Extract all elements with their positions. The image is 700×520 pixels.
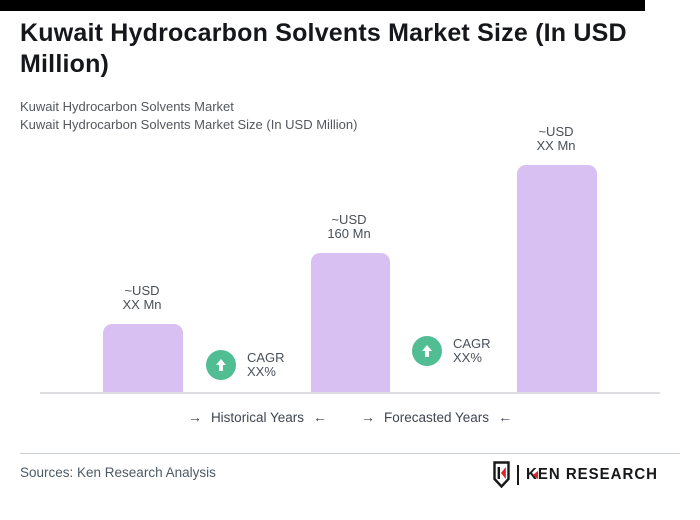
logo-separator	[516, 464, 519, 485]
bar-value-label: ~USD 160 Mn	[279, 213, 419, 241]
legend-label: Historical Years	[210, 409, 304, 425]
bar-historical	[103, 324, 183, 393]
right-arrow-icon: →	[187, 409, 202, 425]
subtitle-line-2: Kuwait Hydrocarbon Solvents Market Size …	[20, 117, 358, 132]
bar-middle	[311, 253, 390, 393]
cagr-badge: CAGR XX%	[412, 336, 491, 366]
cagr-label: CAGR XX%	[453, 337, 491, 365]
bar-forecast	[517, 165, 597, 393]
cagr-line2: XX%	[453, 350, 482, 365]
logo-red-triangle-icon	[532, 470, 538, 480]
right-arrow-icon: →	[360, 409, 375, 425]
up-arrow-icon	[206, 350, 236, 380]
bar-value-line1: ~USD	[538, 124, 574, 139]
x-axis-line	[40, 392, 660, 394]
bar-value-line1: ~USD	[124, 283, 160, 298]
top-black-bar	[0, 0, 645, 11]
bar-value-line2: XX Mn	[536, 138, 576, 153]
logo-wordmark: K EN RESEARCH	[526, 466, 658, 484]
bar-value-label: ~USD XX Mn	[72, 284, 212, 312]
bar-value-line2: 160 Mn	[327, 226, 371, 241]
footer-divider	[20, 453, 680, 454]
cagr-badge: CAGR XX%	[206, 350, 285, 380]
cagr-line2: XX%	[247, 364, 276, 379]
cagr-line1: CAGR	[453, 336, 491, 351]
up-arrow-icon	[412, 336, 442, 366]
ken-research-emblem-icon	[493, 461, 510, 489]
legend: → Historical Years ← → Forecasted Years …	[0, 409, 700, 425]
bar-value-label: ~USD XX Mn	[486, 125, 626, 153]
subtitle-line-1: Kuwait Hydrocarbon Solvents Market	[20, 99, 234, 114]
legend-item-forecasted: → Forecasted Years ←	[361, 409, 512, 425]
bar-value-line1: ~USD	[331, 212, 367, 227]
legend-label: Forecasted Years	[383, 409, 490, 425]
ken-research-logo: K EN RESEARCH	[493, 461, 658, 489]
page-title: Kuwait Hydrocarbon Solvents Market Size …	[20, 19, 627, 78]
chart-subtitle: Kuwait Hydrocarbon Solvents Market Kuwai…	[20, 98, 357, 134]
left-arrow-icon: ←	[312, 409, 327, 425]
cagr-line1: CAGR	[247, 350, 285, 365]
logo-wordmark-k: K	[525, 465, 538, 484]
logo-wordmark-rest: EN RESEARCH	[537, 465, 658, 484]
sources-text: Sources: Ken Research Analysis	[20, 465, 216, 480]
cagr-label: CAGR XX%	[247, 351, 285, 379]
left-arrow-icon: ←	[498, 409, 513, 425]
bar-value-line2: XX Mn	[122, 297, 162, 312]
legend-item-historical: → Historical Years ←	[188, 409, 327, 425]
